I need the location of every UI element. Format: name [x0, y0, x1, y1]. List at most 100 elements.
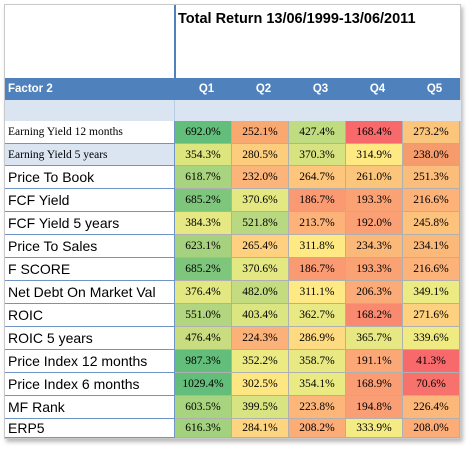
table-row: ROIC 551.0% 403.4% 362.7% 168.2% 271.6% — [5, 304, 460, 327]
value-cell-q1: 384.3% — [175, 212, 232, 235]
value-cell-q4: 168.9% — [346, 373, 403, 396]
value-cell-q1: 685.2% — [175, 189, 232, 212]
value-cell-q5: 339.6% — [403, 327, 460, 350]
table-row: FCF Yield 5 years 384.3% 521.8% 213.7% 192.0… — [5, 212, 460, 235]
value-cell-q5: 41.3% — [403, 350, 460, 373]
row-label: Earning Yield 5 years — [5, 144, 175, 166]
table-row: Price To Book 618.7% 232.0% 264.7% 261.0% 251… — [5, 166, 460, 189]
value-cell-q4: 365.7% — [346, 327, 403, 350]
blank-band-cells — [174, 100, 461, 121]
value-cell-q3: 208.2% — [289, 419, 346, 438]
value-cell-q2: 252.1% — [232, 121, 289, 144]
header-q4: Q4 — [369, 83, 386, 95]
table-row: Price Index 6 months 1029.4% 302.5% 354.1% 1… — [5, 373, 460, 396]
factor-header: Factor 2 — [8, 83, 53, 95]
value-cell-q1: 551.0% — [175, 304, 232, 327]
value-cell-q3: 370.3% — [289, 144, 346, 166]
value-cell-q2: 370.6% — [232, 189, 289, 212]
header-q2: Q2 — [255, 83, 272, 95]
value-cell-q2: 265.4% — [232, 235, 289, 258]
value-cell-q5: 226.4% — [403, 396, 460, 419]
row-label: Price Index 6 months — [5, 373, 175, 396]
value-cell-q4: 192.0% — [346, 212, 403, 235]
value-cell-q4: 234.3% — [346, 235, 403, 258]
row-label: Earning Yield 12 months — [5, 121, 175, 144]
value-cell-q2: 224.3% — [232, 327, 289, 350]
header-q5: Q5 — [426, 83, 443, 95]
value-cell-q4: 333.9% — [346, 419, 403, 438]
value-cell-q2: 399.5% — [232, 396, 289, 419]
value-cell-q3: 286.9% — [289, 327, 346, 350]
value-cell-q1: 476.4% — [175, 327, 232, 350]
value-cell-q5: 349.1% — [403, 281, 460, 304]
value-cell-q2: 521.8% — [232, 212, 289, 235]
value-cell-q2: 403.4% — [232, 304, 289, 327]
value-cell-q5: 234.1% — [403, 235, 460, 258]
value-cell-q3: 362.7% — [289, 304, 346, 327]
table-row: FCF Yield 685.2% 370.6% 186.7% 193.3% 216.6% — [5, 189, 460, 212]
value-cell-q2: 232.0% — [232, 166, 289, 189]
value-cell-q4: 191.1% — [346, 350, 403, 373]
spreadsheet-frame: Total Return 13/06/1999-13/06/2011 Facto… — [4, 4, 461, 439]
row-label: Net Debt On Market Val — [5, 281, 175, 304]
value-cell-q1: 618.7% — [175, 166, 232, 189]
row-label: F SCORE — [5, 258, 175, 281]
value-cell-q3: 427.4% — [289, 121, 346, 144]
value-cell-q2: 284.1% — [232, 419, 289, 438]
value-cell-q1: 616.3% — [175, 419, 232, 438]
value-cell-q1: 603.5% — [175, 396, 232, 419]
title-blank-cell — [5, 5, 175, 78]
value-cell-q4: 314.9% — [346, 144, 403, 166]
table-row: ERP5 616.3% 284.1% 208.2% 333.9% 208.0% — [5, 419, 460, 438]
value-cell-q1: 987.3% — [175, 350, 232, 373]
value-cell-q2: 280.5% — [232, 144, 289, 166]
row-label: ROIC 5 years — [5, 327, 175, 350]
value-cell-q5: 245.8% — [403, 212, 460, 235]
table-row: ROIC 5 years 476.4% 224.3% 286.9% 365.7% 339.… — [5, 327, 460, 350]
value-cell-q2: 482.0% — [232, 281, 289, 304]
table-row: Earning Yield 12 months 692.0% 252.1% 427.4… — [5, 121, 460, 144]
value-cell-q3: 186.7% — [289, 189, 346, 212]
blank-band-row — [5, 100, 461, 122]
value-cell-q3: 311.8% — [289, 235, 346, 258]
value-cell-q4: 206.3% — [346, 281, 403, 304]
row-label: FCF Yield — [5, 189, 175, 212]
value-cell-q4: 168.2% — [346, 304, 403, 327]
value-cell-q1: 623.1% — [175, 235, 232, 258]
value-cell-q3: 186.7% — [289, 258, 346, 281]
value-cell-q3: 213.7% — [289, 212, 346, 235]
value-cell-q1: 354.3% — [175, 144, 232, 166]
row-label: MF Rank — [5, 396, 175, 419]
row-label: ROIC — [5, 304, 175, 327]
value-cell-q1: 376.4% — [175, 281, 232, 304]
header-q1: Q1 — [198, 83, 215, 95]
row-label: ERP5 — [5, 419, 175, 438]
value-cell-q5: 216.6% — [403, 258, 460, 281]
table-row: Net Debt On Market Val 376.4% 482.0% 311.1%… — [5, 281, 460, 304]
value-cell-q3: 264.7% — [289, 166, 346, 189]
value-cell-q5: 271.6% — [403, 304, 460, 327]
table-row: Price To Sales 623.1% 265.4% 311.8% 234.3% 23… — [5, 235, 460, 258]
row-label: Price To Sales — [5, 235, 175, 258]
value-cell-q4: 193.3% — [346, 189, 403, 212]
row-label: Price To Book — [5, 166, 175, 189]
value-cell-q5: 70.6% — [403, 373, 460, 396]
value-cell-q5: 273.2% — [403, 121, 460, 144]
value-cell-q5: 208.0% — [403, 419, 460, 438]
value-cell-q4: 193.3% — [346, 258, 403, 281]
table-row: F SCORE 685.2% 370.6% 186.7% 193.3% 216.6% — [5, 258, 460, 281]
value-cell-q1: 1029.4% — [175, 373, 232, 396]
value-cell-q2: 302.5% — [232, 373, 289, 396]
value-cell-q4: 194.8% — [346, 396, 403, 419]
value-cell-q2: 370.6% — [232, 258, 289, 281]
title-divider — [174, 5, 176, 78]
value-cell-q3: 311.1% — [289, 281, 346, 304]
table-title: Total Return 13/06/1999-13/06/2011 — [178, 11, 416, 27]
table-row: Earning Yield 5 years 354.3% 280.5% 370.3% 3… — [5, 144, 460, 166]
header-q3: Q3 — [312, 83, 329, 95]
value-cell-q1: 692.0% — [175, 121, 232, 144]
value-cell-q5: 216.6% — [403, 189, 460, 212]
value-cell-q3: 358.7% — [289, 350, 346, 373]
header-row: Factor 2 Q1 Q2 Q3 Q4 Q5 — [5, 78, 460, 100]
value-cell-q3: 354.1% — [289, 373, 346, 396]
